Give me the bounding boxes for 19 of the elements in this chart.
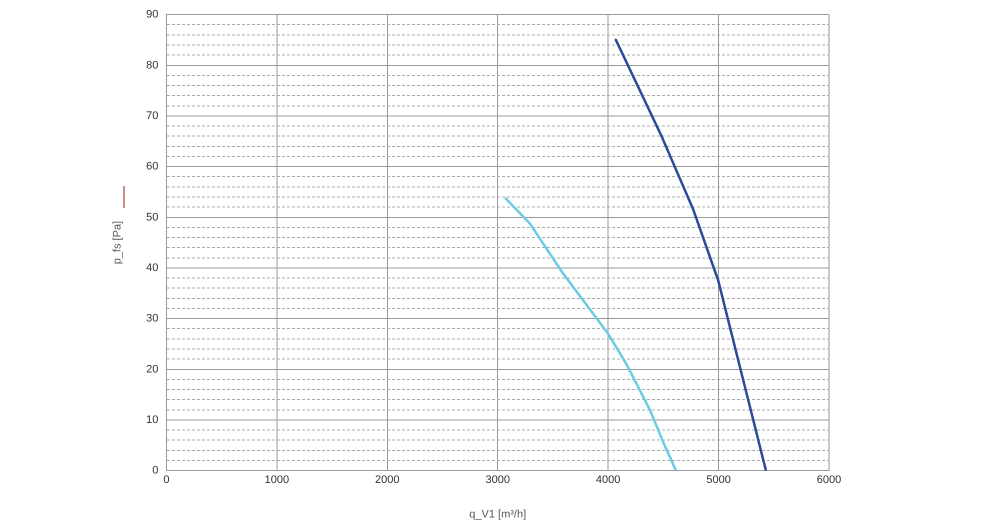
y-tick-label: 60 bbox=[146, 160, 158, 173]
y-tick-label: 90 bbox=[146, 8, 158, 21]
x-tick-label: 2000 bbox=[375, 474, 400, 486]
y-tick-label: 70 bbox=[146, 110, 158, 122]
y-tick-label: 0 bbox=[152, 464, 158, 477]
y-axis-title: p_fs [Pa] bbox=[112, 220, 124, 264]
y-tick-label: 10 bbox=[146, 414, 158, 426]
y-tick-label: 20 bbox=[146, 363, 158, 376]
x-tick-label: 4000 bbox=[596, 474, 620, 486]
y-tick-label: 30 bbox=[146, 312, 158, 325]
x-tick-label: 6000 bbox=[816, 474, 842, 486]
x-tick-label: 0 bbox=[163, 474, 170, 486]
x-axis-title: q_V1 [m³/h] bbox=[469, 508, 526, 520]
y-tick-label: 50 bbox=[146, 211, 158, 224]
x-tick-label: 3000 bbox=[485, 474, 510, 486]
y-tick-label: 40 bbox=[146, 262, 158, 274]
x-tick-label: 1000 bbox=[264, 474, 290, 486]
x-tick-label: 5000 bbox=[706, 474, 731, 486]
y-tick-label: 80 bbox=[146, 59, 158, 72]
